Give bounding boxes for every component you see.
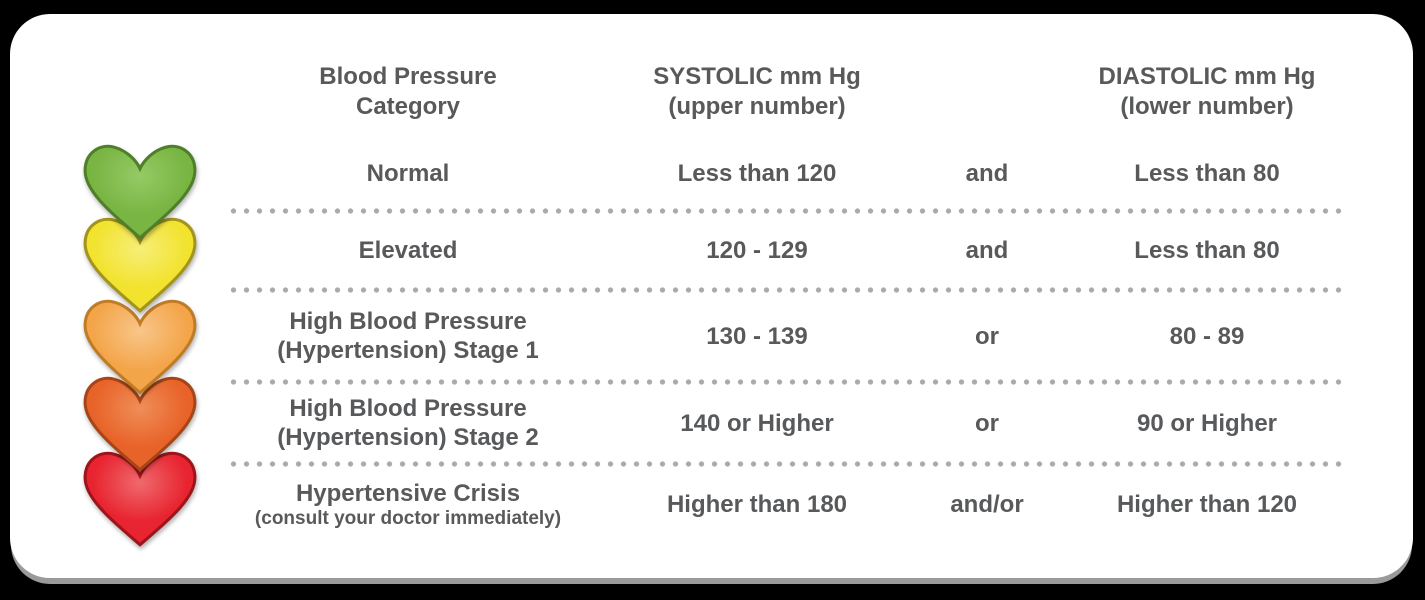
diastolic-cell: Less than 80: [1134, 159, 1280, 187]
category-cell: High Blood Pressure (Hypertension) Stage…: [225, 307, 591, 365]
category-line2: (Hypertension) Stage 2: [277, 424, 539, 451]
category-cell: Normal: [225, 159, 591, 188]
diastolic-cell: Less than 80: [1134, 237, 1280, 264]
header-systolic-line1: SYSTOLIC mm Hg: [653, 63, 861, 90]
blood-pressure-chart-card: Blood Pressure Category SYSTOLIC mm Hg (…: [10, 14, 1413, 578]
category-line1: High Blood Pressure: [289, 308, 527, 335]
systolic-cell: 140 or Higher: [680, 409, 834, 437]
heart-severity-column: [79, 140, 201, 560]
diastolic-cell: 80 - 89: [1169, 322, 1245, 350]
conjunction-cell: and: [965, 237, 1009, 264]
systolic-cell: Less than 120: [677, 159, 837, 187]
stage2-orange-red-heart-icon: [83, 376, 197, 472]
category-cell: High Blood Pressure (Hypertension) Stage…: [225, 394, 591, 452]
systolic-cell: Higher than 180: [666, 491, 848, 518]
table-row-hypertension-stage-1: High Blood Pressure (Hypertension) Stage…: [225, 295, 1345, 377]
table-row-normal: Normal Less than 120 and Less than 80: [225, 140, 1345, 206]
diastolic-cell: 90 or Higher: [1136, 409, 1278, 437]
conjunction-cell: or: [975, 409, 999, 437]
dotted-row-divider: [225, 206, 1345, 216]
category-line1: Elevated: [358, 237, 458, 264]
table-header-row: Blood Pressure Category SYSTOLIC mm Hg (…: [225, 54, 1345, 140]
header-diastolic: DIASTOLIC mm Hg (lower number): [1051, 62, 1345, 122]
table-row-hypertension-stage-2: High Blood Pressure (Hypertension) Stage…: [225, 387, 1345, 459]
crisis-red-heart-icon: [83, 451, 197, 547]
category-cell: Elevated: [225, 236, 591, 265]
header-systolic: SYSTOLIC mm Hg (upper number): [591, 62, 923, 122]
header-category-line1: Blood Pressure: [319, 63, 497, 90]
conjunction-cell: and/or: [950, 491, 1024, 518]
table-row-hypertensive-crisis: Hypertensive Crisis (consult your doctor…: [225, 469, 1345, 540]
category-line2: (Hypertension) Stage 1: [277, 337, 539, 364]
normal-green-heart-icon: [83, 144, 197, 240]
category-line1: Hypertensive Crisis: [295, 480, 521, 507]
stage1-orange-heart-icon: [83, 299, 197, 395]
systolic-cell: 130 - 139: [706, 322, 808, 350]
elevated-yellow-heart-icon: [83, 217, 197, 313]
dotted-row-divider: [225, 459, 1345, 469]
category-sub: (consult your doctor immediately): [254, 508, 562, 529]
dotted-row-divider: [225, 285, 1345, 295]
header-systolic-line2: (upper number): [668, 93, 846, 120]
diastolic-cell: Higher than 120: [1116, 491, 1298, 518]
category-line1: Normal: [366, 159, 450, 187]
table-row-elevated: Elevated 120 - 129 and Less than 80: [225, 216, 1345, 285]
dotted-row-divider: [225, 377, 1345, 387]
header-diastolic-line1: DIASTOLIC mm Hg: [1098, 63, 1316, 90]
header-category-line2: Category: [355, 93, 461, 120]
systolic-cell: 120 - 129: [706, 237, 808, 264]
blood-pressure-table: Blood Pressure Category SYSTOLIC mm Hg (…: [225, 54, 1345, 540]
header-diastolic-line2: (lower number): [1120, 93, 1294, 120]
category-line1: High Blood Pressure: [289, 395, 527, 422]
conjunction-cell: and: [965, 159, 1009, 187]
conjunction-cell: or: [975, 322, 999, 350]
category-cell: Hypertensive Crisis (consult your doctor…: [225, 479, 591, 530]
header-category: Blood Pressure Category: [225, 62, 591, 122]
